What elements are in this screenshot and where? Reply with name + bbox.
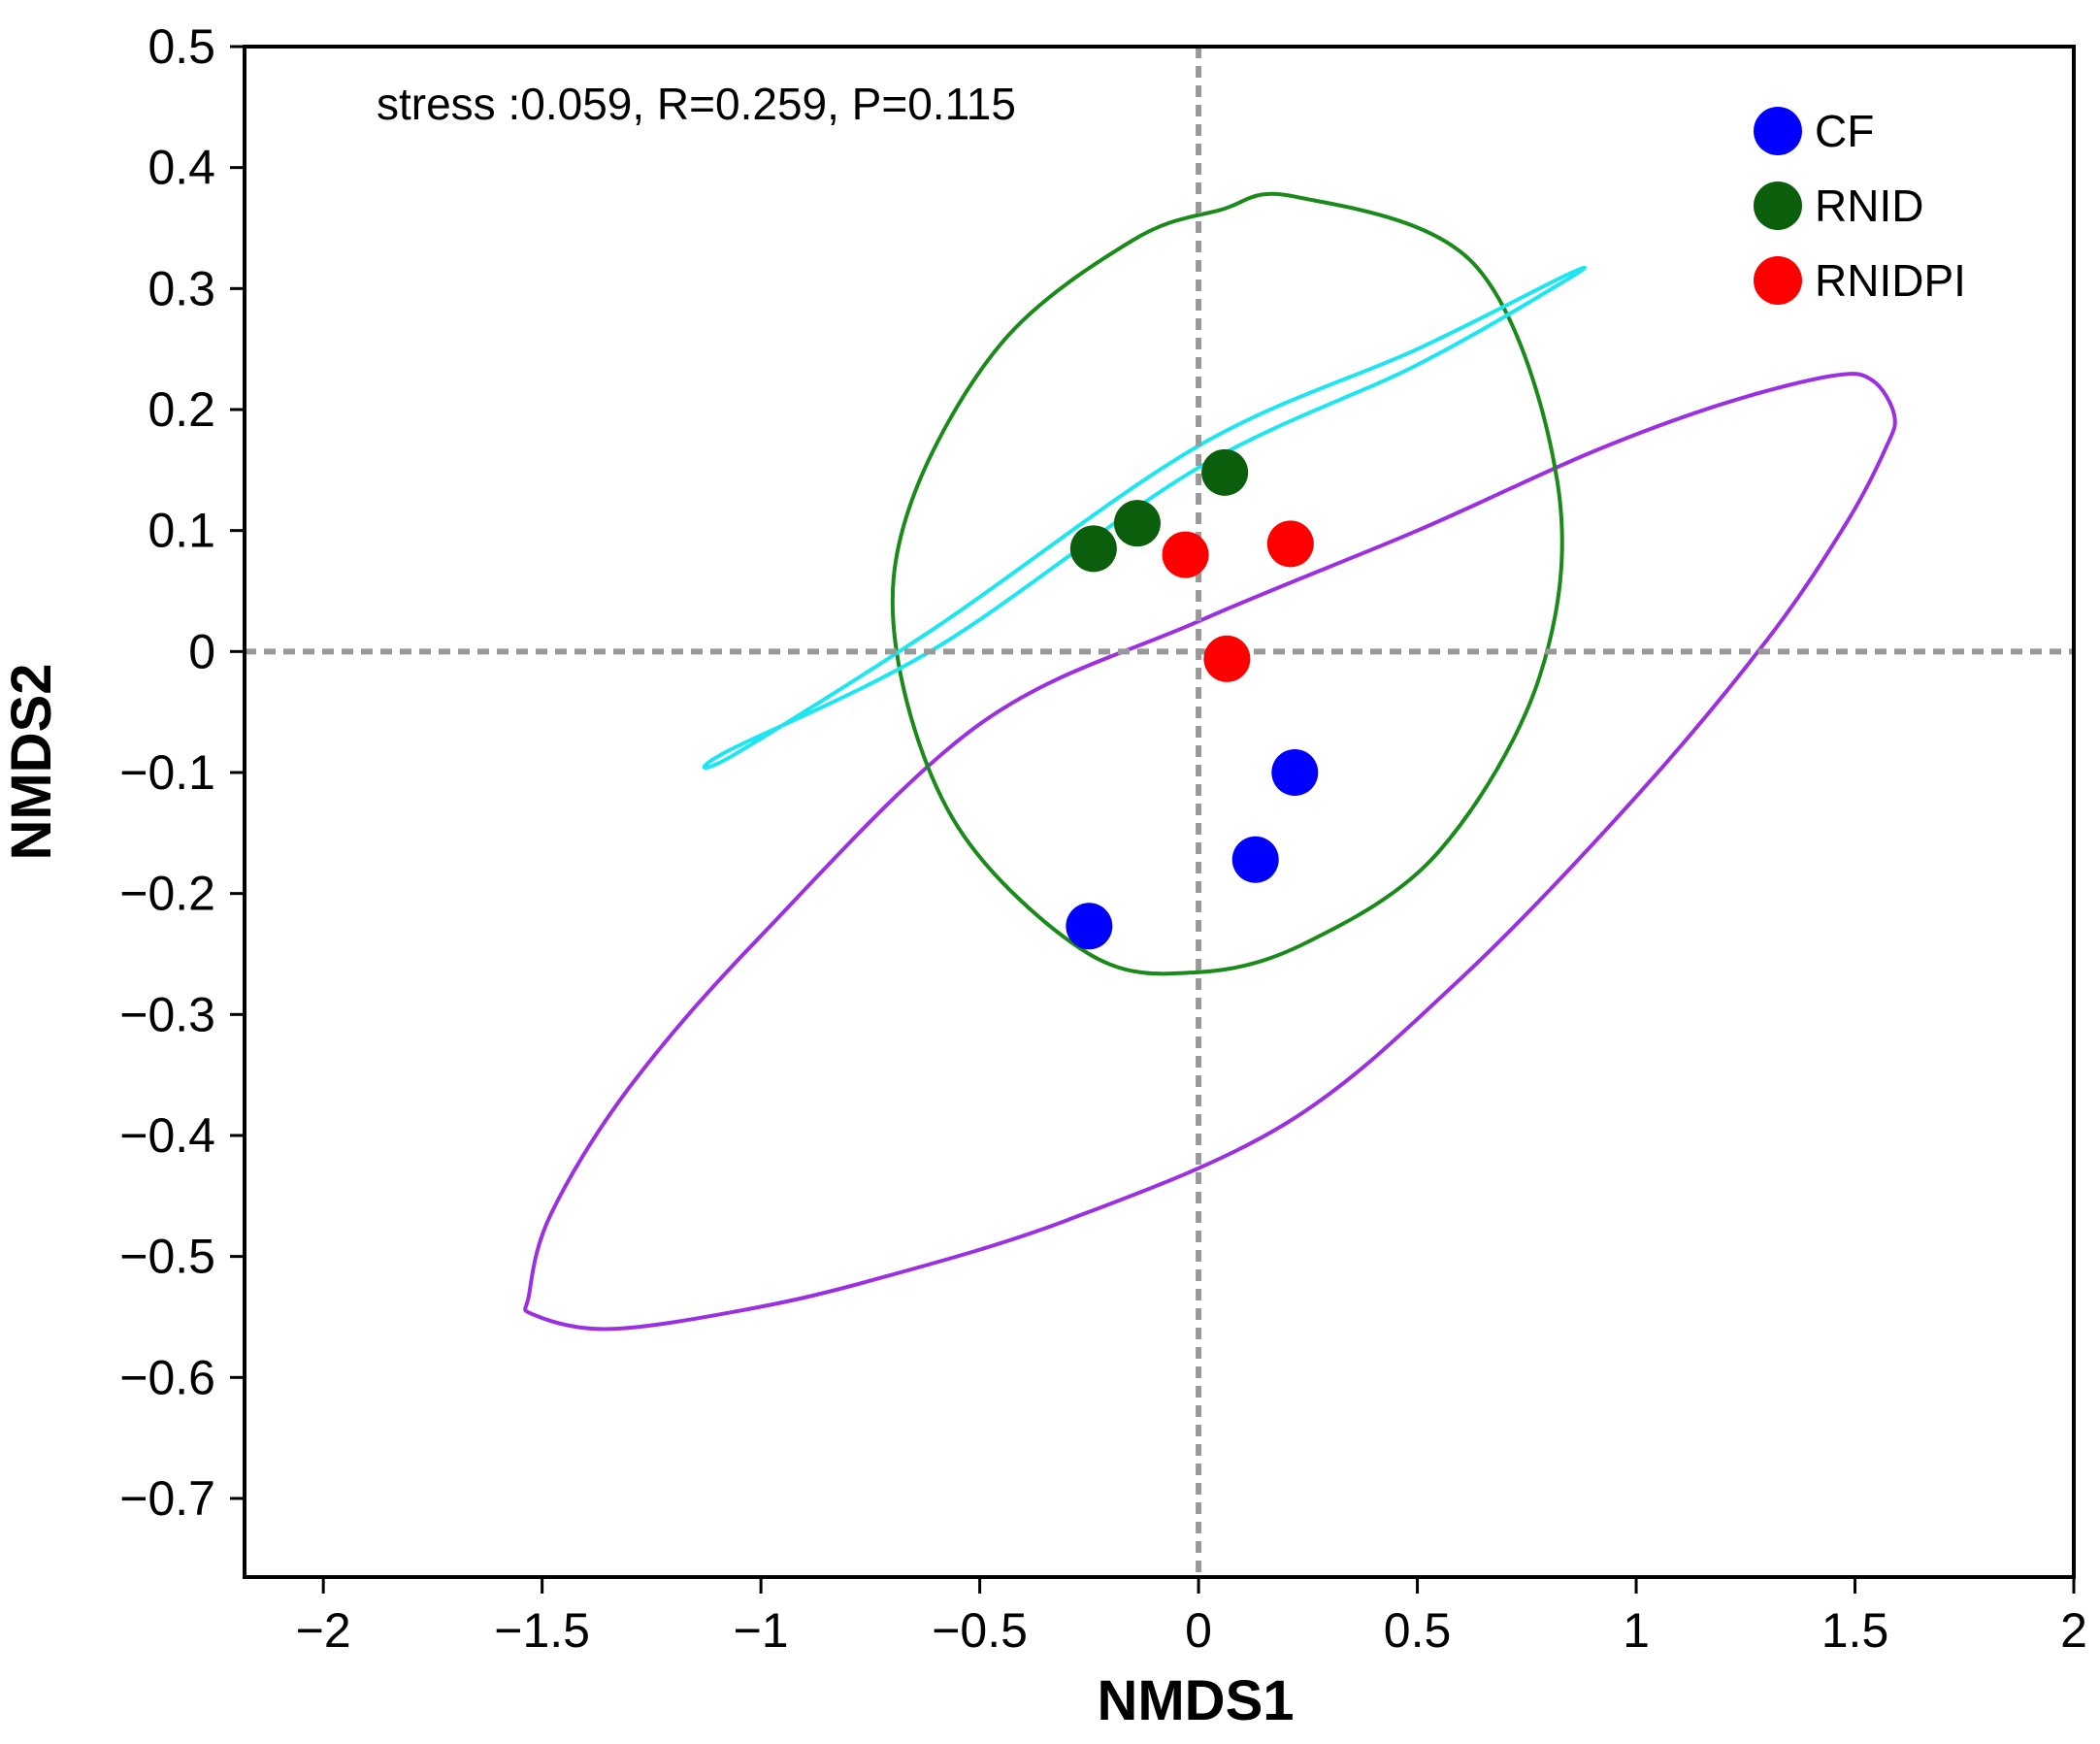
reference-lines [245,47,2074,1577]
point-cf-1 [1271,748,1319,796]
plot-frame [243,45,2076,1579]
y-tick-label: 0.1 [148,504,215,558]
ellipse-rnidpi [702,265,1588,770]
confidence-ellipses [523,191,1897,1332]
legend-marker-cf [1754,107,1802,155]
y-tick-label: −0.7 [119,1471,215,1526]
y-tick-label: −0.4 [119,1108,215,1163]
ellipse-cf [523,372,1897,1332]
x-tick-label: −0.5 [932,1603,1028,1658]
y-tick-label: 0.4 [148,141,215,195]
y-axis-ticks: 0.5 0.4 0.3 0.2 0.1 0 −0.1 −0.2 −0.3 −0.4 −0.5 −0.6… [119,19,245,1526]
x-tick-label: −1.5 [494,1603,590,1658]
y-axis-title: NMDS2 [0,663,63,860]
legend-label-rnidpi: RNIDPI [1815,255,1966,306]
y-tick-label: −0.3 [119,987,215,1041]
x-tick-label: 1 [1623,1603,1650,1658]
point-rnidpi-1 [1266,520,1314,568]
x-tick-label: 0 [1185,1603,1212,1658]
stats-annotation: stress :0.059, R=0.259, P=0.115 [377,79,1016,129]
legend-marker-rnid [1754,181,1802,230]
x-axis-title: NMDS1 [1097,1669,1294,1732]
point-rnid-2 [1113,500,1161,547]
point-rnid-3 [1069,525,1117,573]
x-tick-label: 2 [2060,1603,2087,1658]
point-cf-2 [1231,836,1279,883]
y-tick-label: 0.5 [148,19,215,74]
legend-label-rnid: RNID [1815,181,1923,231]
x-axis-ticks: −2 −1.5 −1 −0.5 0 0.5 1 1.5 2 [296,1577,2087,1658]
y-tick-label: 0.3 [148,261,215,315]
y-tick-label: 0 [188,624,215,678]
data-points [1066,448,1319,950]
y-tick-label: −0.2 [119,867,215,921]
point-rnidpi-3 [1203,635,1251,682]
point-rnidpi-2 [1162,531,1209,578]
point-rnid-1 [1201,448,1249,496]
legend-marker-rnidpi [1754,256,1802,305]
y-tick-label: −0.6 [119,1350,215,1404]
legend: CF RNID RNIDPI [1754,106,1966,306]
y-tick-label: −0.5 [119,1230,215,1284]
ellipse-rnid [890,191,1564,976]
y-tick-label: −0.1 [119,745,215,800]
x-tick-label: 0.5 [1384,1603,1452,1658]
x-tick-label: 1.5 [1821,1603,1889,1658]
legend-label-cf: CF [1815,106,1874,156]
point-cf-3 [1066,903,1113,950]
x-tick-label: −2 [296,1603,351,1658]
x-tick-label: −1 [734,1603,789,1658]
y-tick-label: 0.2 [148,382,215,437]
